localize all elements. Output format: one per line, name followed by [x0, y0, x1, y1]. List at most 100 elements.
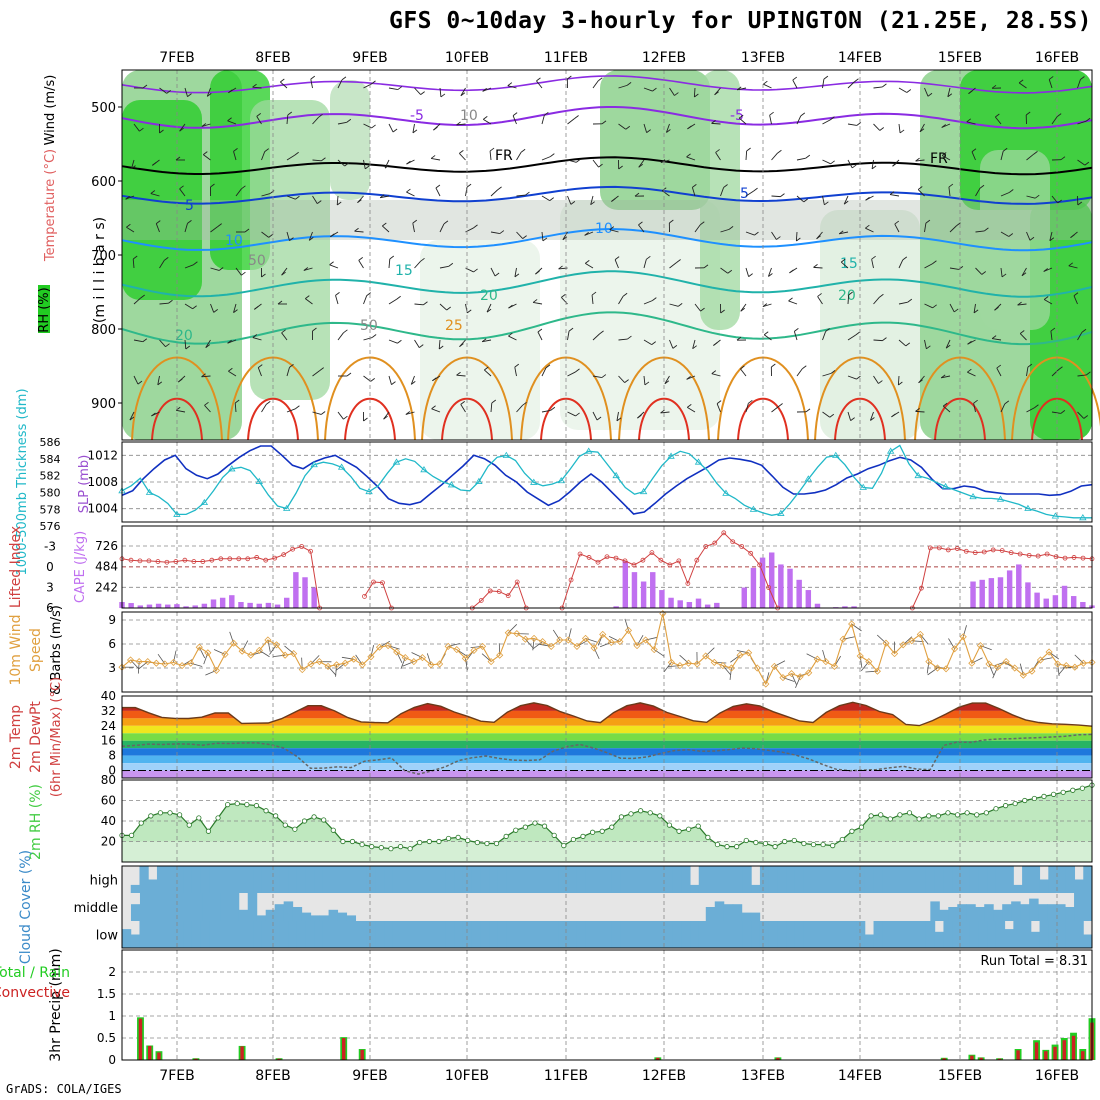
wind-barb-flag [371, 80, 376, 85]
wind-barb [201, 375, 211, 378]
wind-barb-flag [166, 90, 171, 94]
axis-label-speed: Speed [28, 628, 44, 672]
wind-speed-marker [891, 650, 899, 658]
wind-barb [358, 260, 364, 269]
wind-barb [1000, 151, 1004, 161]
wind-barb [898, 259, 904, 269]
wind-barb-flag [1056, 113, 1062, 117]
wind-barb [643, 300, 653, 305]
wind-barb-flag [948, 183, 954, 188]
cloud-cell-high [209, 866, 219, 893]
wind-speed-marker [762, 680, 770, 688]
wind-barb [942, 405, 951, 413]
y-tick-label: 900 [91, 397, 116, 412]
cloud-cell-low [585, 921, 595, 948]
wind-barb [431, 157, 441, 161]
wind-barb [567, 159, 577, 163]
wind-barb-flag [1018, 79, 1024, 84]
wind-barb-flag [1086, 371, 1091, 376]
wind-barb [796, 115, 802, 125]
wind-barb-flag [899, 129, 905, 134]
cape-bar [219, 597, 226, 608]
cloud-cell-low [1022, 921, 1032, 948]
cloud-cell-high [1048, 866, 1058, 893]
wind-barb [329, 264, 339, 269]
cloud-cell-middle [193, 893, 204, 921]
cloud-cell-low [384, 921, 394, 948]
wind-barb [257, 367, 262, 377]
wind-barb-flag [855, 331, 860, 336]
wind-barb-flag [140, 294, 145, 299]
cape-bar [1080, 602, 1086, 608]
wind-barb-flag [865, 224, 870, 229]
wind-barb-flag [241, 185, 246, 190]
wind-barb-flag [448, 262, 454, 267]
wind-speed-marker [779, 674, 787, 682]
contour-label: 15 [840, 256, 858, 272]
thickness-tick-label: 582 [40, 470, 61, 483]
cloud-cell-low [270, 921, 280, 948]
wind-speed-marker [727, 664, 736, 672]
wind-barb-flag [432, 377, 437, 382]
wind-barb-flag [762, 303, 768, 307]
cloud-cell-low [480, 921, 490, 948]
contour-5c [121, 185, 1093, 205]
cape-bar [659, 590, 665, 608]
rh-marker [974, 812, 980, 818]
rh-shading [600, 70, 710, 210]
wind-barb-flag [277, 300, 283, 305]
wind-barb [286, 231, 290, 241]
wind-barb [992, 338, 1002, 341]
wind-barb-flag [568, 327, 574, 332]
cloud-cell-middle [732, 904, 743, 921]
cape-bar [768, 552, 775, 608]
cloud-cell-high [812, 866, 822, 893]
wind-barb-flag [137, 380, 143, 385]
wind-barb-flag [343, 415, 348, 420]
wind-barb-flag [736, 336, 742, 341]
wind-barb [460, 87, 466, 96]
date-label-top: 7FEB [159, 50, 194, 66]
wind-barb [516, 194, 526, 197]
wind-barb-flag [1004, 400, 1010, 405]
wind-barb-flag [210, 183, 215, 188]
cape-bar [695, 598, 702, 608]
contour-label: 25 [445, 318, 463, 334]
rh-marker [945, 810, 951, 816]
rh-marker [858, 824, 865, 830]
cloud-cell-middle [1056, 904, 1066, 921]
thickness-marker [557, 476, 565, 484]
cape-bar [128, 603, 134, 608]
wind-barb [618, 338, 628, 341]
wind-barb-flag [344, 162, 349, 167]
li-marker [712, 540, 718, 546]
wind-barb [745, 403, 749, 413]
wind-speed-marker [676, 662, 684, 670]
wind-speed-marker [375, 643, 384, 651]
wind-barb [795, 231, 798, 242]
wind-barb [280, 81, 288, 89]
wind-barb [692, 339, 696, 349]
wind-barb [847, 411, 852, 421]
wind-barb-flag [871, 165, 877, 170]
wind-barb [490, 189, 498, 197]
wind-barb [210, 226, 218, 233]
rh-marker [196, 815, 202, 821]
wind-barb [567, 411, 576, 417]
rh-marker [1031, 795, 1037, 802]
wind-barb-flag [187, 219, 192, 224]
rh-marker [609, 824, 615, 830]
wind-barb-flag [591, 291, 597, 296]
rh-shading [700, 70, 740, 330]
rh-marker [359, 841, 365, 848]
cloud-cell-middle [930, 901, 940, 921]
wind-barb-flag [405, 411, 411, 415]
wind-barb [788, 300, 798, 305]
wind-speed-marker [264, 636, 272, 644]
wind-barb-flag [585, 260, 590, 264]
wind-barb [915, 159, 925, 162]
axis-label-lifted-index: Lifted Index [8, 526, 24, 608]
wind-barb-flag [905, 342, 911, 347]
wind-barb-flag [794, 328, 799, 332]
wind-barb [1051, 369, 1059, 377]
